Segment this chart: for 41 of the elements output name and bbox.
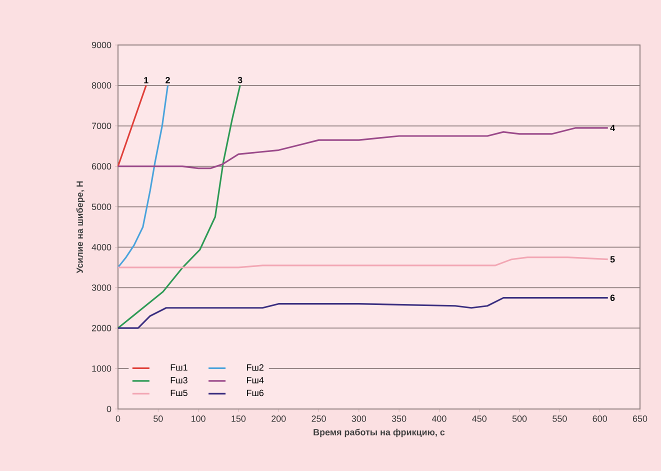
annotation: 3 [238,76,242,84]
x-tick-label: 350 [392,416,406,422]
line-series [117,256,609,268]
y-axis-title: Усилие на шибере, Н [76,181,85,274]
x-tick-label: 450 [472,416,487,422]
legend-label: Fш5 [170,390,188,396]
annotation: 5 [610,256,615,262]
x-tick-label: 250 [312,416,326,422]
annotation: 6 [610,294,615,301]
y-tick-label: 6000 [92,163,112,170]
legend-label: Fш1 [170,364,188,371]
y-tick-label: 3000 [92,284,112,291]
x-tick-label: 100 [192,416,206,422]
x-tick-label: 50 [154,416,163,422]
legend-label: Fш2 [247,364,264,371]
y-tick-label: 0 [106,406,112,412]
x-axis-title: Время работы на фрикцию, с [314,428,445,438]
line-series [117,84,241,329]
annotation: 4 [610,124,616,131]
y-tick-label: 1000 [92,365,112,372]
x-tick-label: 500 [512,416,527,422]
x-tick-label: 0 [116,416,120,422]
x-tick-label: 600 [592,416,607,422]
legend-label: Fш6 [247,390,264,396]
y-tick-label: 4000 [92,244,112,250]
x-tick-label: 650 [632,416,648,422]
line-series [117,84,169,268]
x-tick-label: 150 [232,416,246,422]
annotation: 1 [144,77,148,84]
annotation: 2 [166,76,170,84]
y-tick-label: 7000 [92,122,112,130]
y-tick-label: 2000 [92,324,112,332]
legend-label: Fш4 [247,377,264,384]
x-tick-label: 300 [352,416,366,422]
x-tick-label: 550 [552,416,567,422]
x-tick-label: 200 [272,416,286,422]
y-tick-label: 8000 [92,82,112,89]
legend-label: Fш3 [170,377,188,384]
y-tick-label: 5000 [92,204,112,210]
y-tick-label: 9000 [92,42,112,48]
x-tick-label: 400 [432,416,446,422]
